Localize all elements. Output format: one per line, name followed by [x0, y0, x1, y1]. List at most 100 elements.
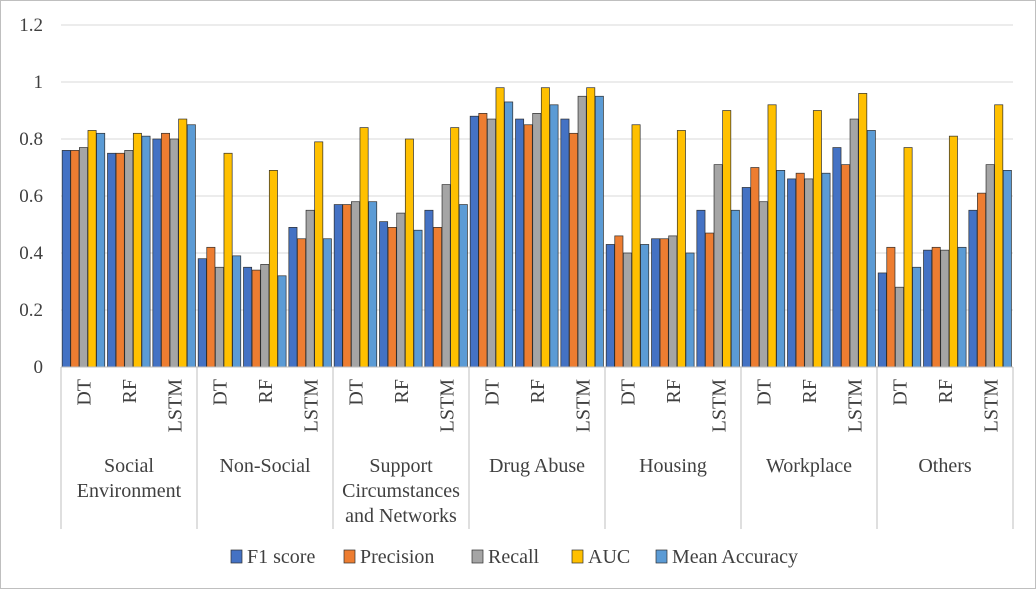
bar [458, 204, 468, 368]
bar [515, 118, 525, 368]
bar [124, 150, 134, 368]
bar [730, 209, 740, 368]
bar [931, 246, 941, 368]
model-label: DT [210, 379, 232, 406]
bar [368, 201, 378, 368]
bar [115, 152, 125, 368]
bar [977, 192, 986, 368]
bar [713, 164, 723, 368]
bar [676, 130, 686, 368]
bar [297, 238, 306, 368]
bar [841, 164, 850, 368]
model-label: LSTM [436, 379, 458, 433]
bar [759, 201, 768, 368]
bar [560, 118, 570, 368]
bar [322, 238, 332, 368]
model-label: LSTM [572, 379, 594, 433]
legend-label: F1 score [247, 546, 315, 568]
bar [787, 178, 797, 368]
bar [223, 152, 233, 368]
group-label: Housing [639, 455, 707, 477]
bar [351, 201, 360, 368]
group-label: Support [369, 455, 433, 477]
bar [594, 95, 604, 368]
bar [178, 118, 188, 368]
bar [804, 178, 814, 368]
model-label: DT [482, 379, 504, 406]
bar [96, 132, 106, 368]
bar [243, 266, 253, 368]
bar [404, 138, 414, 368]
bar [277, 275, 287, 368]
bar [659, 238, 669, 368]
bar [450, 127, 460, 368]
bar [795, 172, 805, 368]
bar [651, 238, 661, 368]
bar [948, 135, 958, 368]
bar [314, 141, 324, 368]
model-label: DT [890, 379, 912, 406]
bar [812, 110, 822, 368]
bar [685, 252, 695, 368]
bar [912, 266, 922, 368]
y-tick-label: 1 [34, 72, 44, 93]
bar [232, 255, 242, 368]
legend-label: AUC [588, 546, 630, 568]
model-label: LSTM [708, 379, 730, 433]
bar [569, 132, 578, 368]
bar [396, 212, 406, 368]
bar [107, 152, 117, 368]
bar [379, 221, 389, 368]
y-tick-label: 0.2 [19, 300, 43, 321]
bar [821, 172, 831, 368]
legend-swatch [471, 549, 484, 564]
bar [186, 124, 196, 368]
y-tick-label: 0.8 [19, 129, 43, 150]
bar [858, 93, 868, 368]
bar [61, 150, 71, 368]
bar [994, 104, 1004, 368]
bar [333, 204, 343, 368]
group-label: and Networks [345, 505, 457, 527]
group-label: Circumstances [342, 480, 460, 502]
bar [741, 187, 751, 368]
bar [750, 167, 760, 368]
bar [886, 246, 896, 368]
bar [495, 87, 505, 368]
bar [866, 130, 876, 368]
bar [260, 264, 270, 368]
group-label: Environment [77, 480, 182, 502]
legend-label: Precision [360, 546, 434, 568]
bar [696, 209, 706, 368]
bar [152, 138, 162, 368]
bar [169, 138, 179, 368]
group-label: Social [104, 455, 154, 477]
bar [305, 209, 315, 368]
model-label: RF [799, 379, 821, 403]
model-label: RF [255, 379, 277, 403]
bar [614, 235, 624, 368]
bar [206, 246, 216, 368]
bar [215, 266, 224, 368]
model-label: RF [527, 379, 549, 403]
bar [433, 227, 442, 368]
legend-label: Mean Accuracy [672, 546, 798, 568]
bar [605, 244, 615, 368]
bar [79, 147, 88, 368]
legend-swatch [655, 549, 668, 564]
bar [722, 110, 732, 368]
bar [487, 118, 496, 368]
bar [251, 269, 261, 368]
model-label: RF [935, 379, 957, 403]
bar [577, 95, 587, 368]
bar [903, 147, 913, 368]
legend: F1 score Precision Recall AUC Mean Accuracy [230, 546, 798, 568]
model-label: DT [346, 379, 368, 406]
legend-swatch [343, 549, 356, 564]
bar [767, 104, 777, 368]
model-label: RF [391, 379, 413, 403]
model-label: DT [754, 379, 776, 406]
bar [387, 227, 397, 368]
